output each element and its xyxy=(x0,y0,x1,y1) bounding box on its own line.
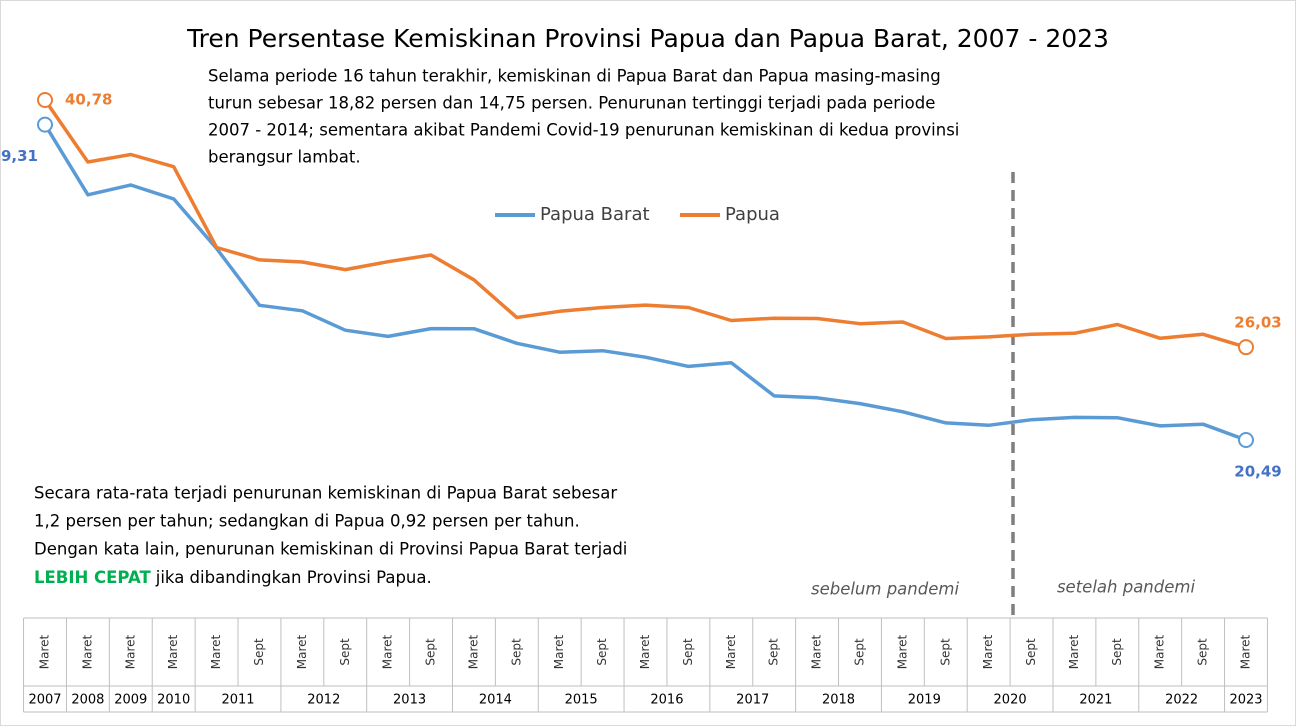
year-label: 2018 xyxy=(822,693,855,708)
x-tick-label: Maret xyxy=(381,634,395,669)
x-tick-label: Sept xyxy=(595,638,609,666)
x-tick-label: Maret xyxy=(552,634,566,669)
note-line: Secara rata-rata terjadi penurunan kemis… xyxy=(34,484,617,503)
x-tick-label: Maret xyxy=(810,634,824,669)
bottom-note: Secara rata-rata terjadi penurunan kemis… xyxy=(34,484,627,587)
x-tick-label: Sept xyxy=(338,638,352,666)
year-label: 2016 xyxy=(650,693,683,708)
year-label: 2015 xyxy=(565,693,598,708)
x-tick-label: Sept xyxy=(252,638,266,666)
x-tick-label: Maret xyxy=(80,634,94,669)
line xyxy=(43,99,1247,349)
year-label: 2014 xyxy=(479,693,512,708)
x-tick-label: Sept xyxy=(681,638,695,666)
year-label: 2022 xyxy=(1165,693,1198,708)
note-line: 1,2 persen per tahun; sedangkan di Papua… xyxy=(34,512,580,531)
period-label: sebelum pandemi xyxy=(811,580,959,599)
year-label: 2008 xyxy=(71,693,104,708)
end-marker xyxy=(1238,339,1254,356)
x-tick-label: Maret xyxy=(466,634,480,669)
legend-label: Papua xyxy=(725,204,780,225)
x-tick-label: Sept xyxy=(852,638,866,666)
line xyxy=(43,123,1247,442)
end-marker xyxy=(37,92,53,108)
x-tick-label: Maret xyxy=(38,634,52,669)
note-line: 2007 - 2014; sementara akibat Pandemi Co… xyxy=(208,121,959,140)
end-marker xyxy=(1238,432,1254,448)
x-tick-label: Maret xyxy=(638,634,652,669)
data-label: 26,03 xyxy=(1234,314,1281,332)
x-tick-label: Maret xyxy=(1239,634,1253,669)
x-tick-label: Maret xyxy=(724,634,738,669)
note-line: LEBIH CEPAT jika dibandingkan Provinsi Pa… xyxy=(34,568,432,587)
x-tick-label: Maret xyxy=(123,634,137,669)
note-line: berangsur lambat. xyxy=(208,148,361,167)
year-label: 2019 xyxy=(908,693,941,708)
x-tick-label: Sept xyxy=(509,638,523,666)
end-marker xyxy=(37,116,53,133)
x-tick-label: Sept xyxy=(767,638,781,666)
x-tick-label: Sept xyxy=(1110,638,1124,666)
x-tick-label: Maret xyxy=(295,634,309,669)
x-tick-label: Maret xyxy=(1067,634,1081,669)
note-line: turun sebesar 18,82 persen dan 14,75 per… xyxy=(208,94,935,113)
year-label: 2012 xyxy=(307,693,340,708)
x-tick-label: Maret xyxy=(895,634,909,669)
note-text: jika dibandingkan Provinsi Papua. xyxy=(155,568,432,587)
x-tick-label: Sept xyxy=(1024,638,1038,666)
x-tick-label: Sept xyxy=(424,638,438,666)
year-label: 2011 xyxy=(221,693,254,708)
x-tick-label: Maret xyxy=(1153,634,1167,669)
x-tick-label: Sept xyxy=(938,638,952,666)
x-tick-label: Maret xyxy=(981,634,995,669)
year-label: 2023 xyxy=(1229,693,1262,708)
x-tick-label: Sept xyxy=(1196,638,1210,666)
year-label: 2017 xyxy=(736,693,769,708)
x-tick-label: Maret xyxy=(166,634,180,669)
data-label: 40,78 xyxy=(65,91,112,109)
year-label: 2007 xyxy=(28,693,61,708)
note-line: Dengan kata lain, penurunan kemiskinan d… xyxy=(34,540,627,559)
note-line: Selama periode 16 tahun terakhir, kemisk… xyxy=(208,67,941,86)
period-label: setelah pandemi xyxy=(1057,578,1196,597)
chart-title: Tren Persentase Kemiskinan Provinsi Papu… xyxy=(186,24,1109,53)
x-tick-label: Maret xyxy=(209,634,223,669)
top-note: Selama periode 16 tahun terakhir, kemisk… xyxy=(208,67,959,167)
data-label: 20,49 xyxy=(1234,463,1281,481)
year-label: 2020 xyxy=(994,693,1027,708)
year-label: 2021 xyxy=(1079,693,1112,708)
data-label: 39,31 xyxy=(0,147,38,165)
highlight: LEBIH CEPAT xyxy=(34,568,152,587)
legend-label: Papua Barat xyxy=(540,204,650,225)
year-label: 2013 xyxy=(393,693,426,708)
year-label: 2010 xyxy=(157,693,190,708)
year-label: 2009 xyxy=(114,693,147,708)
